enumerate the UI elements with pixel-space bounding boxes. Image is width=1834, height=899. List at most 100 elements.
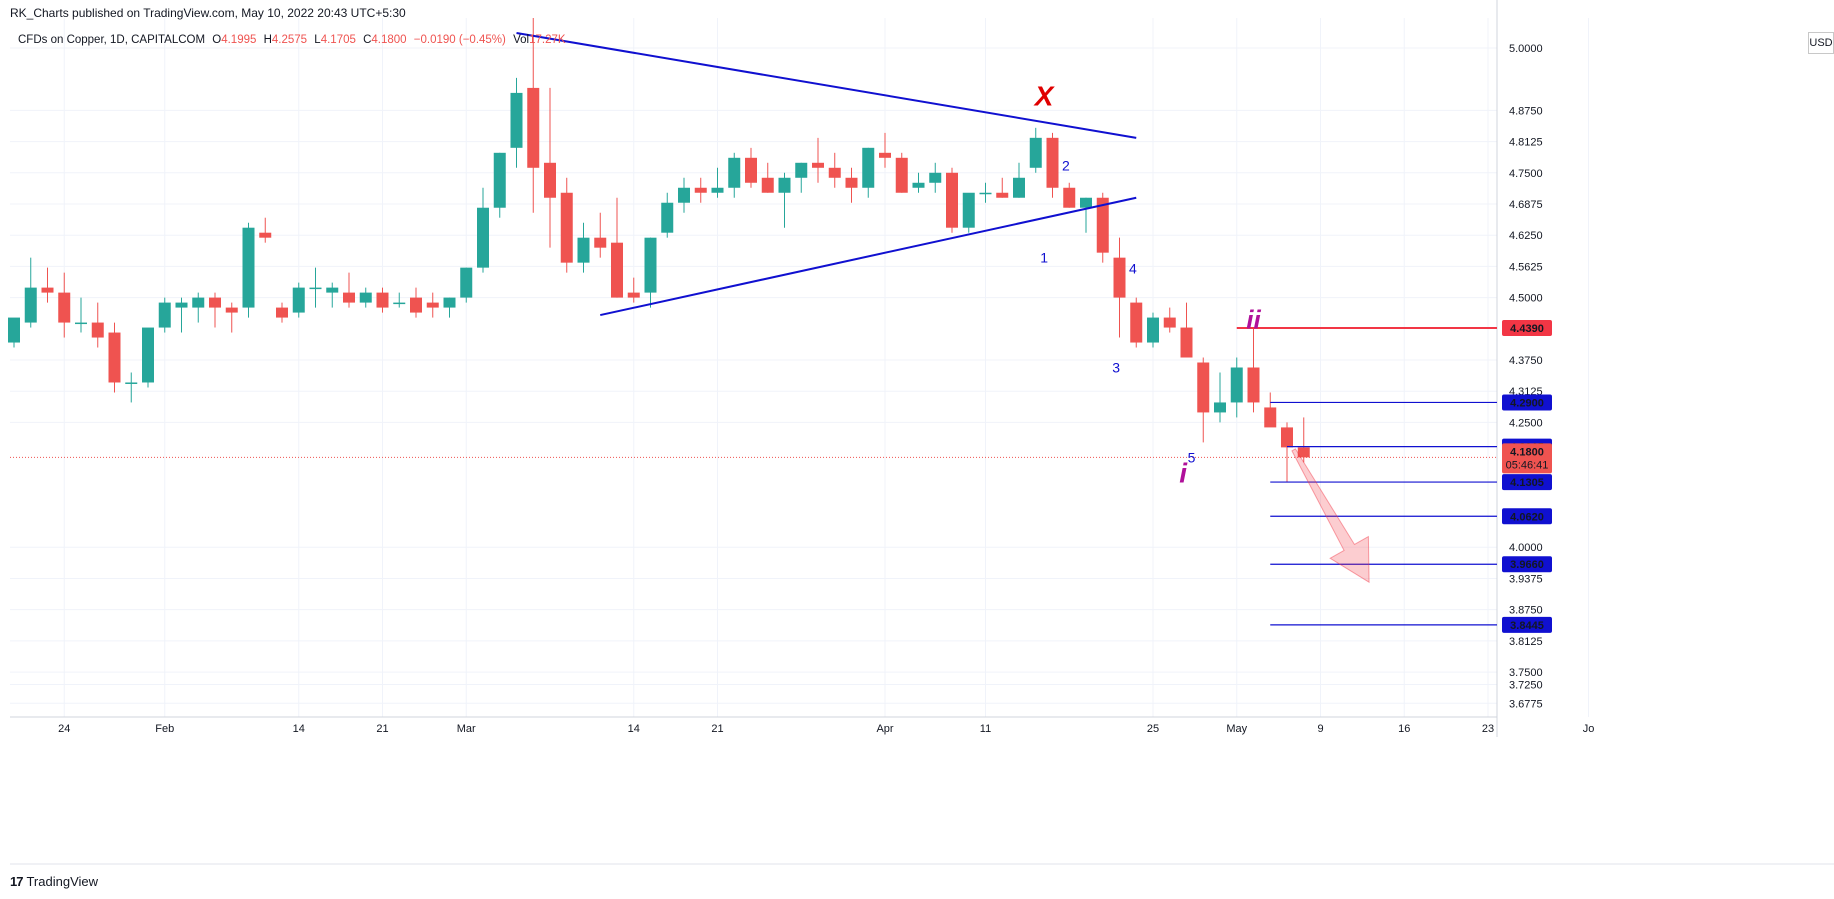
candle-body[interactable] <box>627 292 640 298</box>
candle-body[interactable] <box>1281 427 1293 448</box>
candle-body[interactable] <box>292 287 305 313</box>
candle-body[interactable] <box>1013 177 1025 198</box>
candle-body[interactable] <box>845 177 858 188</box>
candle-body[interactable] <box>678 187 690 203</box>
candle-body[interactable] <box>41 287 54 293</box>
candle-body[interactable] <box>326 287 339 293</box>
candle-body[interactable] <box>1063 187 1076 208</box>
candle-body[interactable] <box>242 227 255 308</box>
candle-body[interactable] <box>946 172 958 228</box>
candle-body[interactable] <box>644 237 657 293</box>
candle-body[interactable] <box>895 157 908 193</box>
candle-body[interactable] <box>929 172 942 183</box>
candle-body[interactable] <box>1147 317 1159 343</box>
candle-body[interactable] <box>125 382 138 384</box>
candle-body[interactable] <box>812 162 824 168</box>
trendline[interactable] <box>600 196 1137 317</box>
candle-body[interactable] <box>1163 317 1176 328</box>
candle-body[interactable] <box>175 302 188 308</box>
candle-body[interactable] <box>594 237 607 248</box>
candle-body[interactable] <box>661 202 674 233</box>
candle-body[interactable] <box>309 287 322 290</box>
candle-body[interactable] <box>225 307 238 313</box>
candle-body[interactable] <box>426 302 439 308</box>
wave-label[interactable]: 5 <box>1188 449 1196 465</box>
candle-body[interactable] <box>510 92 523 148</box>
candle-body[interactable] <box>694 187 707 193</box>
candle-body[interactable] <box>828 167 841 178</box>
candle-body[interactable] <box>359 292 372 303</box>
wave-label[interactable]: 3 <box>1112 359 1120 375</box>
candle-body[interactable] <box>477 207 489 268</box>
candle-body[interactable] <box>24 287 37 323</box>
wave-label[interactable]: i <box>1179 457 1188 488</box>
candle-body[interactable] <box>761 177 774 193</box>
candle-body[interactable] <box>58 292 71 323</box>
candle-body[interactable] <box>343 292 355 303</box>
price-tick-label: 4.7500 <box>1509 168 1543 180</box>
candle-body[interactable] <box>527 87 540 168</box>
tradingview-footer[interactable]: 17 TradingView <box>10 874 98 889</box>
candle-body[interactable] <box>1180 327 1193 358</box>
candle-body[interactable] <box>862 147 875 188</box>
candle-body[interactable] <box>979 192 992 195</box>
candle-body[interactable] <box>410 297 422 313</box>
candle-body[interactable] <box>1080 197 1092 208</box>
candle-body[interactable] <box>962 192 975 228</box>
trendline[interactable] <box>516 31 1137 139</box>
candle-body[interactable] <box>879 152 891 158</box>
candle-body[interactable] <box>745 157 757 183</box>
candle-body[interactable] <box>544 162 556 198</box>
candle-body[interactable] <box>1113 257 1126 298</box>
candle-body[interactable] <box>795 162 808 178</box>
projection-arrow[interactable] <box>1291 448 1370 584</box>
candle-body[interactable] <box>91 322 104 338</box>
price-tick-label: 4.8750 <box>1509 105 1543 117</box>
candle-body[interactable] <box>460 267 473 298</box>
candle-body[interactable] <box>778 177 791 193</box>
wave-label[interactable]: X <box>1033 80 1056 111</box>
candle-body[interactable] <box>443 297 456 308</box>
candle-body[interactable] <box>1264 407 1277 428</box>
wave-label[interactable]: ii <box>1246 305 1261 335</box>
candle-body[interactable] <box>75 322 87 325</box>
candle-body[interactable] <box>1130 302 1143 343</box>
currency-button[interactable]: USD <box>1808 32 1834 54</box>
price-tick-label: 4.0000 <box>1509 542 1543 554</box>
candle-body[interactable] <box>493 152 506 208</box>
candle-body[interactable] <box>376 292 389 308</box>
candle-body[interactable] <box>577 237 590 263</box>
candle-body[interactable] <box>1046 137 1059 188</box>
candle-body[interactable] <box>1096 197 1109 253</box>
candle-body[interactable] <box>209 297 221 308</box>
candle-body[interactable] <box>142 327 154 383</box>
wave-label[interactable]: 1 <box>1040 250 1048 266</box>
candle-body[interactable] <box>611 242 623 298</box>
candle-body[interactable] <box>1247 367 1260 403</box>
volume-value: 17.27K <box>529 34 566 46</box>
candle-body[interactable] <box>108 332 121 383</box>
candle-body[interactable] <box>1214 402 1226 413</box>
candle-body[interactable] <box>1029 137 1042 168</box>
candle-body[interactable] <box>1297 447 1310 458</box>
candle-body[interactable] <box>158 302 171 328</box>
candle-body[interactable] <box>259 232 272 238</box>
low-value: 4.1705 <box>320 34 356 46</box>
candle-body[interactable] <box>1197 362 1210 413</box>
candle-body[interactable] <box>192 297 205 308</box>
candle-body[interactable] <box>996 192 1009 198</box>
wave-label[interactable]: 2 <box>1062 157 1070 173</box>
candle-body[interactable] <box>912 182 925 188</box>
candle-body[interactable] <box>711 187 724 193</box>
candle-body[interactable] <box>728 157 741 188</box>
open-label: O <box>212 34 222 46</box>
wave-label[interactable]: 4 <box>1129 261 1137 277</box>
candle-body[interactable] <box>8 317 20 343</box>
candle-body[interactable] <box>560 192 573 263</box>
candle-body[interactable] <box>1230 367 1243 403</box>
candle-body[interactable] <box>276 307 288 318</box>
candle-body[interactable] <box>393 302 406 305</box>
symbol-name[interactable]: CFDs on Copper, 1D, CAPITALCOM <box>18 34 206 46</box>
price-level-badge <box>1502 474 1552 491</box>
